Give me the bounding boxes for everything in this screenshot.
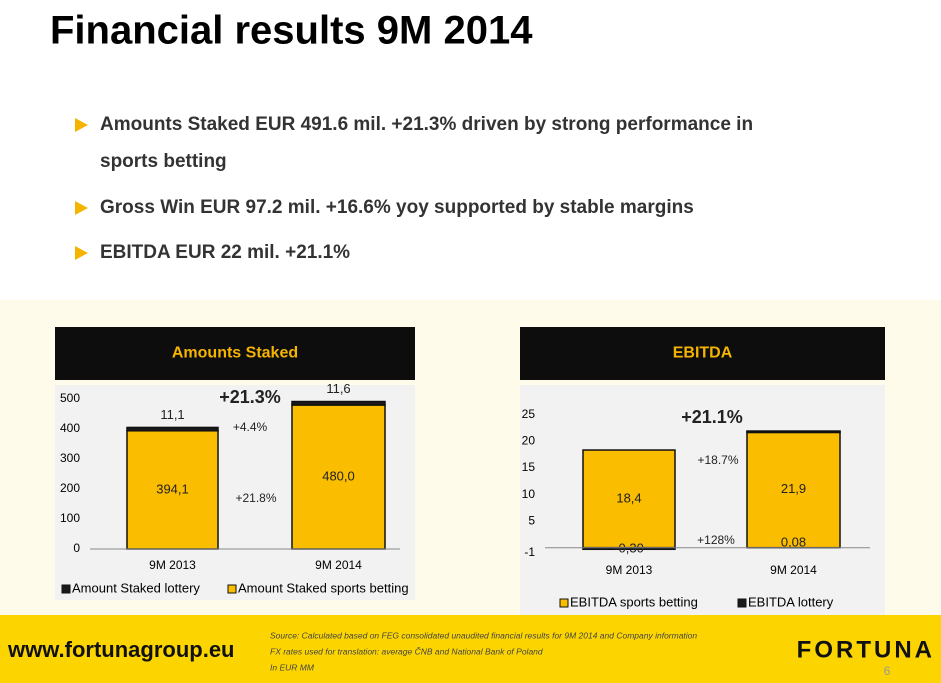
y-tick-label: 200 [60, 481, 80, 495]
chart-header [520, 327, 885, 380]
data-label: 11,1 [160, 407, 184, 422]
y-tick-label: 10 [522, 487, 536, 501]
bar-segment [582, 449, 676, 549]
bullet: sports betting [100, 151, 227, 172]
annotation: +18.7% [697, 453, 738, 467]
bullet: Amounts Staked EUR 491.6 mil. +21.3% dri… [100, 114, 753, 135]
annotation: +21.3% [219, 387, 281, 407]
page-number: 6 [884, 664, 891, 678]
bullet-arrow [75, 118, 88, 132]
data-label: 394,1 [156, 481, 189, 496]
bullet: Gross Win EUR 97.2 mil. +16.6% yoy suppo… [100, 197, 694, 218]
bar-segment [746, 430, 841, 434]
footer-source: FX rates used for translation: average Č… [270, 646, 543, 656]
chart-title: Amounts Staked [172, 345, 298, 362]
x-tick-label: 9M 2014 [315, 558, 362, 572]
footer-source: Source: Calculated based on FEG consolid… [270, 630, 697, 640]
legend-label: EBITDA lottery [748, 594, 834, 609]
legend-swatch [559, 598, 569, 608]
y-tick-label: 15 [522, 460, 536, 474]
annotation: +21.8% [235, 491, 276, 505]
bar-segment [126, 426, 219, 432]
x-tick-label: 9M 2013 [149, 558, 196, 572]
x-tick-label: 9M 2014 [770, 563, 817, 577]
footer-source: In EUR MM [270, 662, 315, 672]
data-label: 18,4 [616, 490, 641, 505]
logo: FORTUNA [797, 636, 935, 663]
y-tick-label: 20 [522, 434, 536, 448]
chart-header [55, 327, 415, 380]
footer-url: www.fortunagroup.eu [7, 637, 235, 662]
legend-label: Amount Staked sports betting [238, 580, 409, 595]
x-tick-label: 9M 2013 [606, 563, 653, 577]
y-tick-label: 500 [60, 391, 80, 405]
y-tick-label: 25 [522, 407, 536, 421]
legend-label: Amount Staked lottery [72, 580, 200, 595]
bar-segment [291, 400, 386, 406]
y-tick-label: 100 [60, 511, 80, 525]
y-tick-label: -1 [524, 545, 535, 559]
footer-band [0, 615, 941, 683]
slide-title: Financial results 9M 2014 [50, 9, 533, 53]
annotation: +4.4% [233, 420, 268, 434]
y-tick-label: 5 [528, 513, 535, 527]
data-label: 480,0 [322, 468, 355, 483]
data-label: 11,6 [326, 381, 350, 396]
bullets: Amounts Staked EUR 491.6 mil. +21.3% dri… [75, 114, 753, 263]
bar-segment [291, 404, 386, 550]
bar-segment [126, 430, 219, 550]
data-label: 0,08 [781, 534, 806, 549]
legend-swatch [227, 584, 237, 594]
y-tick-label: 0 [73, 541, 80, 555]
annotation: +21.1% [681, 407, 743, 427]
chart-title: EBITDA [673, 345, 733, 362]
bar-segment [746, 430, 841, 549]
legend-label: EBITDA sports betting [570, 594, 698, 609]
legend-swatch [61, 584, 71, 594]
data-label: 21,9 [781, 481, 806, 496]
bullet: EBITDA EUR 22 mil. +21.1% [100, 242, 350, 263]
bullet-arrow [75, 201, 88, 215]
y-tick-label: 300 [60, 451, 80, 465]
legend-swatch [737, 598, 747, 608]
bullet-arrow [75, 246, 88, 260]
y-tick-label: 400 [60, 421, 80, 435]
annotation: +128% [697, 533, 735, 547]
